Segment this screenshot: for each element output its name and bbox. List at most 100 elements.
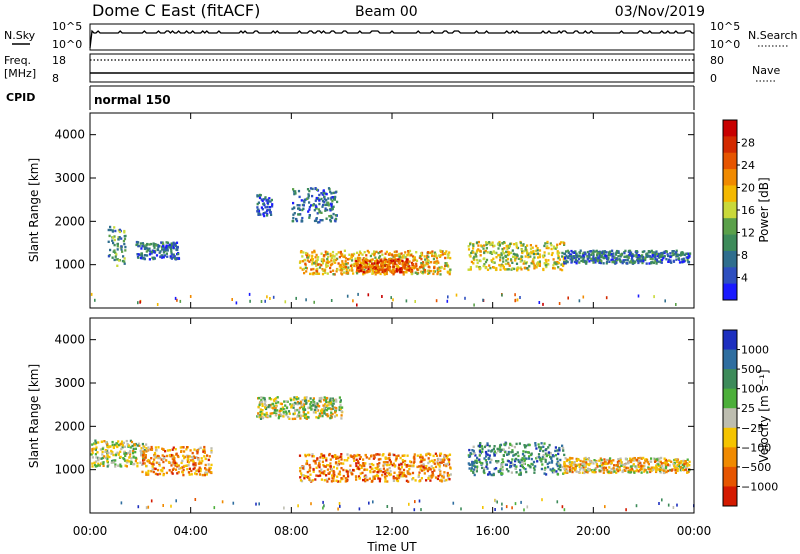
scatter-cell	[185, 448, 188, 451]
scatter-cell	[545, 473, 548, 476]
scatter-cell	[497, 247, 500, 250]
scatter-cell	[143, 452, 146, 455]
scatter-cell	[592, 462, 595, 465]
scatter-cell	[318, 397, 321, 400]
scatter-cell	[493, 450, 496, 453]
colorbar-frame	[722, 329, 738, 507]
scatter-cell	[190, 469, 193, 473]
scatter-cell	[535, 447, 538, 450]
scatter-cell	[667, 459, 671, 462]
scatter-cell	[585, 463, 588, 466]
scatter-cell	[205, 473, 208, 476]
scatter-cell	[364, 266, 367, 269]
scatter-cell	[433, 459, 436, 462]
scatter-cell	[501, 472, 504, 475]
scatter-cell	[195, 456, 198, 459]
scatter-cell	[551, 251, 554, 255]
nave-label: Nave	[752, 64, 780, 77]
scatter-cell	[94, 442, 97, 446]
scatter-cell	[146, 247, 149, 250]
scatter-cell	[542, 302, 544, 306]
scatter-cell	[405, 260, 408, 264]
scatter-cell	[293, 401, 296, 405]
scatter-cell	[412, 464, 415, 467]
scatter-cell	[258, 415, 261, 419]
scatter-cell	[424, 258, 427, 261]
scatter-cell	[534, 465, 537, 468]
scatter-cell	[404, 251, 407, 254]
scatter-cell	[147, 505, 150, 509]
scatter-cell	[532, 250, 535, 253]
scatter-cell	[297, 504, 299, 508]
scatter-cell	[623, 255, 626, 258]
scatter-cell	[686, 458, 689, 461]
scatter-cell	[432, 461, 435, 464]
scatter-cell	[485, 461, 488, 464]
scatter-cell	[503, 252, 506, 255]
scatter-cell	[416, 454, 419, 457]
scatter-cell	[608, 466, 611, 469]
scatter-cell	[154, 446, 157, 449]
scatter-cell	[542, 454, 545, 457]
scatter-cell	[113, 258, 116, 262]
scatter-cell	[638, 460, 641, 463]
scatter-cell	[138, 244, 141, 248]
scatter-cell	[521, 244, 525, 247]
scatter-cell	[257, 414, 260, 417]
scatter-cell	[199, 446, 202, 449]
scatter-cell	[407, 464, 410, 467]
scatter-cell	[520, 464, 523, 467]
scatter-cell	[399, 271, 402, 274]
scatter-cell	[475, 470, 478, 473]
scatter-cell	[186, 468, 189, 471]
scatter-cell	[285, 400, 288, 403]
scatter-cell	[392, 265, 395, 268]
scatter-cell	[420, 252, 423, 255]
scatter-cell	[515, 262, 519, 265]
scatter-cell	[271, 205, 274, 208]
scatter-cell	[93, 447, 96, 451]
scatter-cell	[448, 251, 451, 254]
scatter-cell	[380, 258, 383, 261]
scatter-cell	[371, 252, 374, 256]
scatter-cell	[382, 268, 385, 272]
scatter-cell	[407, 251, 410, 254]
scatter-cell	[669, 260, 672, 264]
scatter-cell	[355, 458, 358, 461]
scatter-cell	[285, 406, 289, 410]
scatter-cell	[553, 267, 556, 270]
scatter-cell	[414, 300, 416, 303]
scatter-cell	[328, 215, 331, 218]
scatter-cell	[608, 253, 611, 257]
scatter-cell	[163, 455, 166, 458]
scatter-cell	[384, 268, 387, 271]
scatter-cell	[314, 402, 317, 405]
scatter-cell	[658, 255, 662, 258]
scatter-cell	[315, 260, 318, 264]
scatter-cell	[665, 258, 668, 261]
scatter-cell	[339, 407, 342, 410]
scatter-cell	[431, 459, 434, 462]
scatter-cell	[406, 262, 409, 265]
scatter-cell	[123, 262, 126, 265]
scatter-cell	[335, 398, 338, 402]
scatter-cell	[326, 252, 329, 256]
scatter-cell	[579, 459, 582, 463]
scatter-cell	[573, 251, 576, 254]
time-axis-label: Time UT	[366, 540, 417, 554]
scatter-cell	[634, 260, 637, 263]
scatter-cell	[140, 447, 143, 450]
scatter-cell	[360, 265, 363, 268]
scatter-cell	[395, 456, 398, 459]
colorbar-tick-label: 500	[741, 363, 762, 376]
scatter-cell	[304, 266, 307, 269]
scatter-cell	[445, 478, 448, 482]
scatter-cell	[329, 402, 332, 405]
scatter-cell	[371, 258, 374, 261]
scatter-cell	[444, 262, 447, 265]
scatter-cell	[428, 475, 431, 478]
scatter-cell	[202, 448, 205, 452]
scatter-cell	[637, 464, 640, 467]
scatter-cell	[582, 251, 585, 255]
